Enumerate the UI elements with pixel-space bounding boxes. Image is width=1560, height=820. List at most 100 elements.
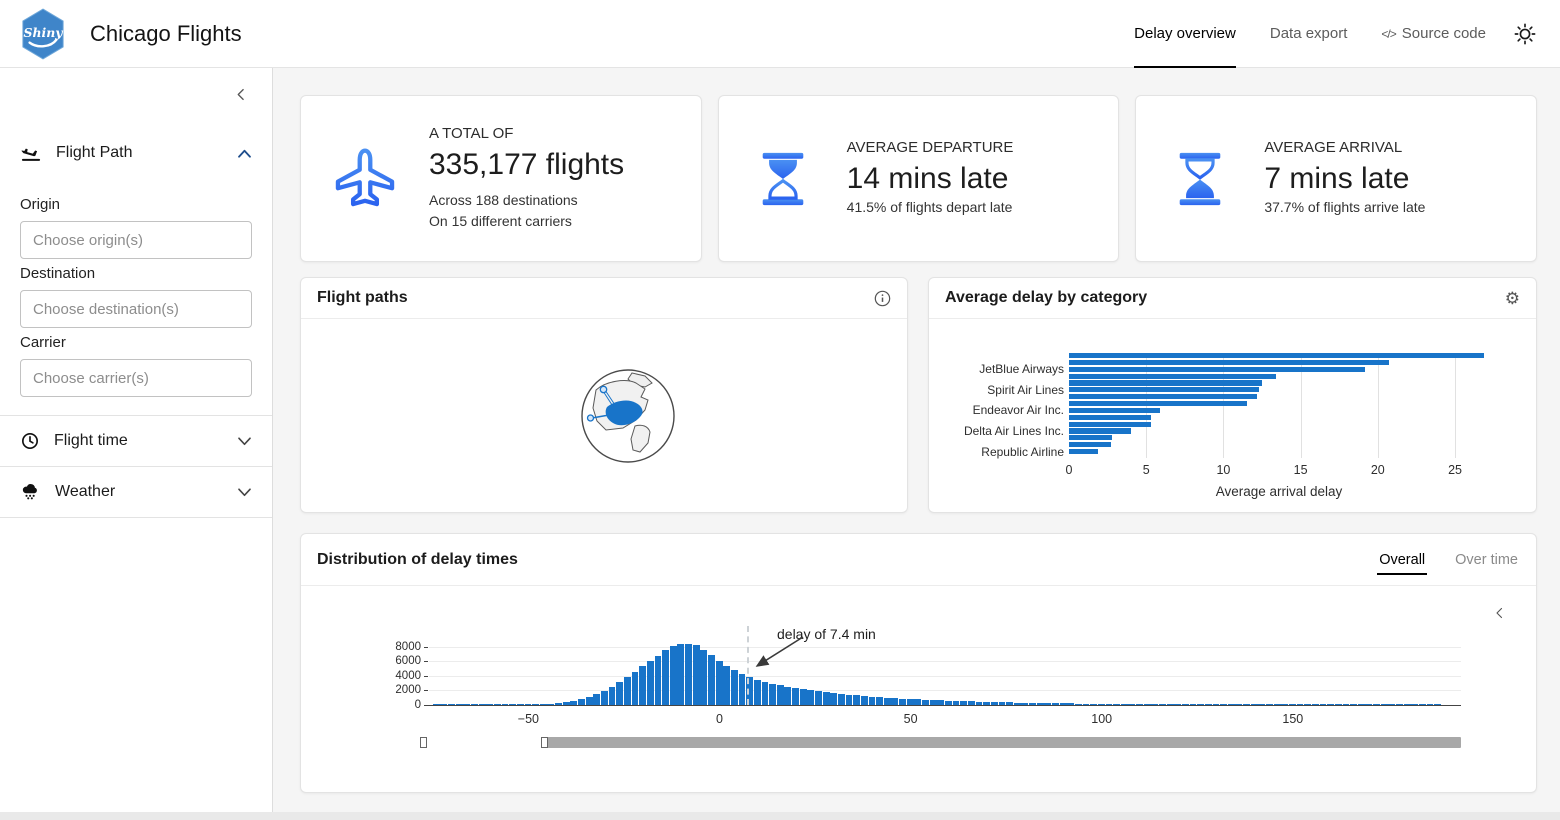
value-box-subtitle: 37.7% of flights arrive late [1264, 199, 1426, 216]
histogram-bar [1143, 704, 1151, 705]
theme-toggle-button[interactable] [1514, 23, 1536, 45]
origin-select[interactable] [20, 221, 252, 259]
flight-paths-globe-plot[interactable] [301, 319, 907, 512]
histogram-bar [1365, 704, 1373, 705]
histogram-bar [715, 660, 723, 705]
histogram-bar [1403, 704, 1411, 705]
top-nav: Delay overview Data export </> Source co… [1134, 0, 1486, 68]
histogram-bar [960, 701, 968, 705]
histogram-bar [937, 700, 945, 705]
histogram-bar [524, 704, 532, 705]
info-icon[interactable] [874, 290, 891, 307]
tab-overall[interactable]: Overall [1377, 534, 1428, 585]
histogram-bar [578, 698, 585, 705]
accordion-header-flight-time[interactable]: Flight time [0, 416, 272, 466]
accordion-header-weather[interactable]: Weather [0, 467, 272, 517]
value-box-subtitle: On 15 different carriers [429, 212, 572, 229]
histogram-bar [967, 701, 975, 705]
accordion-label: Flight Path [56, 144, 133, 161]
chevron-down-icon [238, 436, 251, 445]
value-box-title: A TOTAL OF [429, 125, 514, 143]
histogram-bar [1304, 704, 1312, 705]
histogram-bar [799, 689, 807, 705]
x-axis-title: Average arrival delay [1215, 483, 1343, 499]
histogram-bar [570, 700, 578, 705]
avg-delay-bar-chart[interactable]: 0 5 10 15 20 25 JetBlue Airways Spirit Air Line… [929, 319, 1536, 512]
range-slider-right-handle[interactable] [541, 737, 548, 748]
carrier-label: Endeavor Air Inc. [972, 403, 1064, 418]
x-tick-label: 50 [903, 712, 918, 726]
value-box-total-flights: A TOTAL OF 335,177 flights Across 188 de… [300, 95, 702, 262]
x-tick-label: 10 [1216, 462, 1231, 477]
plane-arrival-icon [21, 148, 41, 161]
histogram-bar [1357, 704, 1365, 705]
x-tick-label: 5 [1142, 462, 1150, 477]
plane-icon [335, 147, 395, 206]
histogram-bar [845, 694, 853, 705]
histogram-bar [1082, 703, 1090, 705]
histogram-bar [998, 702, 1006, 705]
histogram-bar [753, 679, 761, 705]
range-slider-left-handle[interactable] [420, 737, 427, 748]
histogram-bar [547, 703, 555, 705]
histogram-bar [501, 704, 509, 705]
histogram-bar [478, 704, 486, 705]
histogram-bar [1029, 702, 1036, 705]
panel-collapse-button[interactable] [1490, 602, 1510, 629]
y-tick-label: 4000 [395, 669, 421, 682]
histogram-bar [1342, 704, 1350, 705]
histogram-bar [792, 688, 799, 705]
histogram-bar [975, 701, 983, 705]
carrier-select[interactable] [20, 359, 252, 397]
histogram-bar [776, 685, 784, 705]
carrier-bar [1069, 387, 1259, 393]
histogram-bar [677, 643, 685, 705]
histogram-bar [516, 704, 524, 705]
sidebar-collapse-button[interactable] [231, 84, 252, 110]
histogram-bar [1350, 704, 1357, 705]
tab-over-time[interactable]: Over time [1455, 551, 1518, 568]
nav-link-source-code[interactable]: </> Source code [1381, 25, 1486, 42]
carrier-bar [1069, 421, 1151, 427]
clock-icon [21, 432, 39, 450]
histogram-bar [493, 704, 501, 705]
histogram-bar [1113, 703, 1121, 705]
distribution-tabs: Overall Over time [1377, 534, 1520, 585]
histogram-bar [1319, 704, 1327, 705]
y-tick-label: 8000 [395, 640, 421, 653]
x-tick-label: 0 [716, 712, 723, 726]
gear-icon[interactable]: ⚙ [1504, 288, 1520, 308]
histogram-bar [815, 691, 822, 705]
histogram-bar [463, 704, 471, 705]
card-title: Average delay by category [945, 289, 1148, 306]
nav-tab-delay-overview[interactable]: Delay overview [1134, 0, 1236, 68]
destination-select[interactable] [20, 290, 252, 328]
nav-tab-data-export[interactable]: Data export [1269, 25, 1348, 42]
histogram-bar [1013, 702, 1021, 705]
histogram-bar [1136, 704, 1143, 705]
accordion-header-flight-path[interactable]: Flight Path [0, 128, 272, 178]
histogram-bar [1105, 703, 1113, 705]
histogram-bar [639, 666, 647, 705]
accordion-label: Weather [55, 483, 116, 500]
delay-histogram-plot[interactable]: 0 2000 4000 6000 8000 −50 0 50 100 150 delay of 7… [301, 586, 1536, 792]
value-box-avg-departure: AVERAGE DEPARTURE 14 mins late 41.5% of … [717, 95, 1120, 262]
flight-path-panel: Origin Destination Carrier [0, 178, 272, 415]
histogram-bar [1380, 704, 1388, 705]
histogram-bar [1434, 704, 1442, 705]
chevron-left-icon [237, 88, 244, 101]
range-slider-track[interactable] [541, 737, 1461, 748]
histogram-bar [899, 698, 906, 705]
histogram-bar [738, 673, 746, 705]
histogram-bar [448, 704, 455, 705]
histogram-bar [945, 700, 952, 705]
x-tick-label: 0 [1065, 462, 1073, 477]
histogram-bar [440, 704, 448, 705]
histogram-bar [1426, 704, 1434, 705]
histogram-bar [432, 704, 440, 705]
histogram-bar [1258, 704, 1266, 705]
value-box-subtitle: Across 188 destinations [429, 191, 578, 208]
carrier-bar [1069, 442, 1111, 448]
histogram-bar [730, 670, 738, 705]
